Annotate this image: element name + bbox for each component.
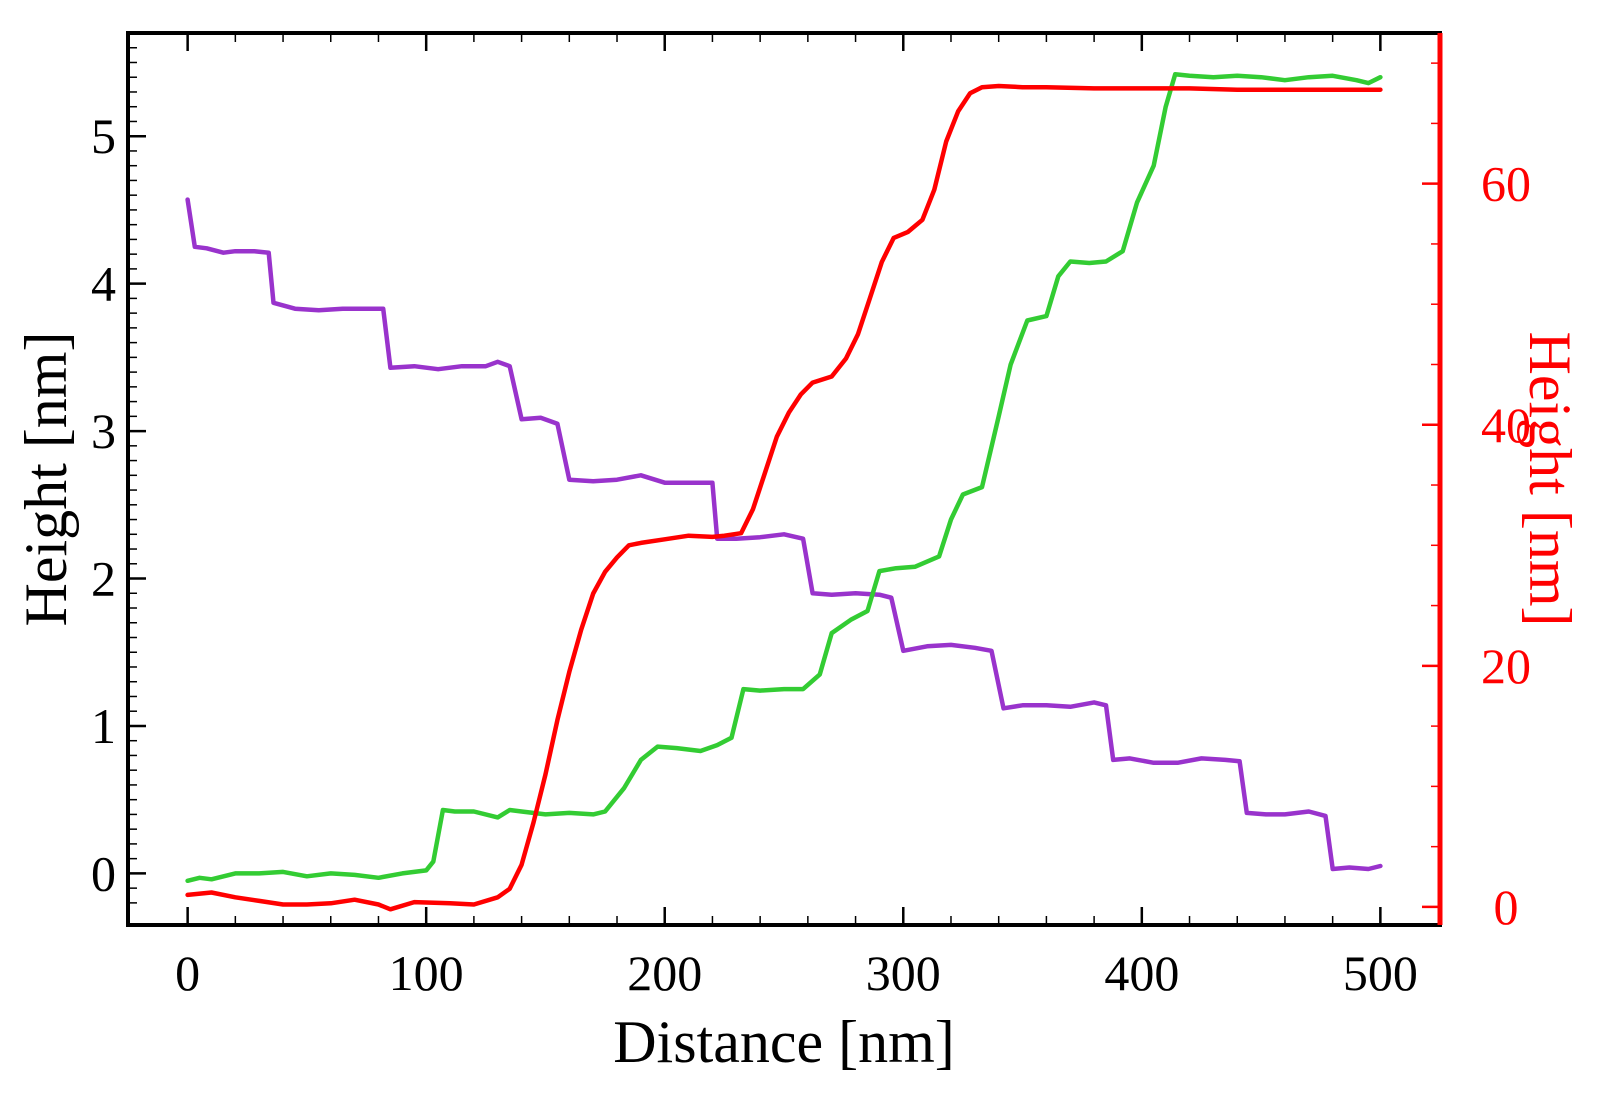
right-y-axis-title: Height [nm] — [1517, 332, 1583, 627]
y-left-tick-label: 1 — [91, 698, 116, 754]
x-axis-title: Distance [nm] — [613, 1009, 955, 1075]
right-axis-ticks: 0 20 40 60 — [1422, 62, 1531, 935]
x-tick-label: 400 — [1104, 945, 1179, 1001]
left-axis-ticks: 0 1 2 3 4 5 — [91, 32, 146, 904]
y-left-tick-label: 5 — [91, 108, 116, 164]
y-left-tick-label: 0 — [91, 845, 116, 901]
purple-series-line — [185, 197, 1383, 872]
y-left-tick-label: 2 — [91, 551, 116, 607]
y-left-tick-label: 4 — [91, 256, 116, 312]
y-left-tick-label: 3 — [91, 403, 116, 459]
x-tick-label: 100 — [389, 945, 464, 1001]
x-tick-label: 0 — [175, 945, 200, 1001]
y-right-tick-label: 20 — [1481, 638, 1531, 694]
bottom-axis-ticks: 0 100 200 300 400 500 — [175, 33, 1418, 1001]
red-series-line — [185, 83, 1383, 912]
y-right-tick-label: 0 — [1494, 879, 1519, 935]
green-series-line — [185, 72, 1383, 884]
x-tick-label: 200 — [627, 945, 702, 1001]
x-tick-label: 500 — [1343, 945, 1418, 1001]
x-tick-label: 300 — [866, 945, 941, 1001]
y-right-tick-label: 40 — [1481, 397, 1531, 453]
left-y-axis-title: Height [nm] — [13, 332, 79, 627]
y-right-tick-label: 60 — [1481, 156, 1531, 212]
series-layer — [185, 72, 1383, 912]
